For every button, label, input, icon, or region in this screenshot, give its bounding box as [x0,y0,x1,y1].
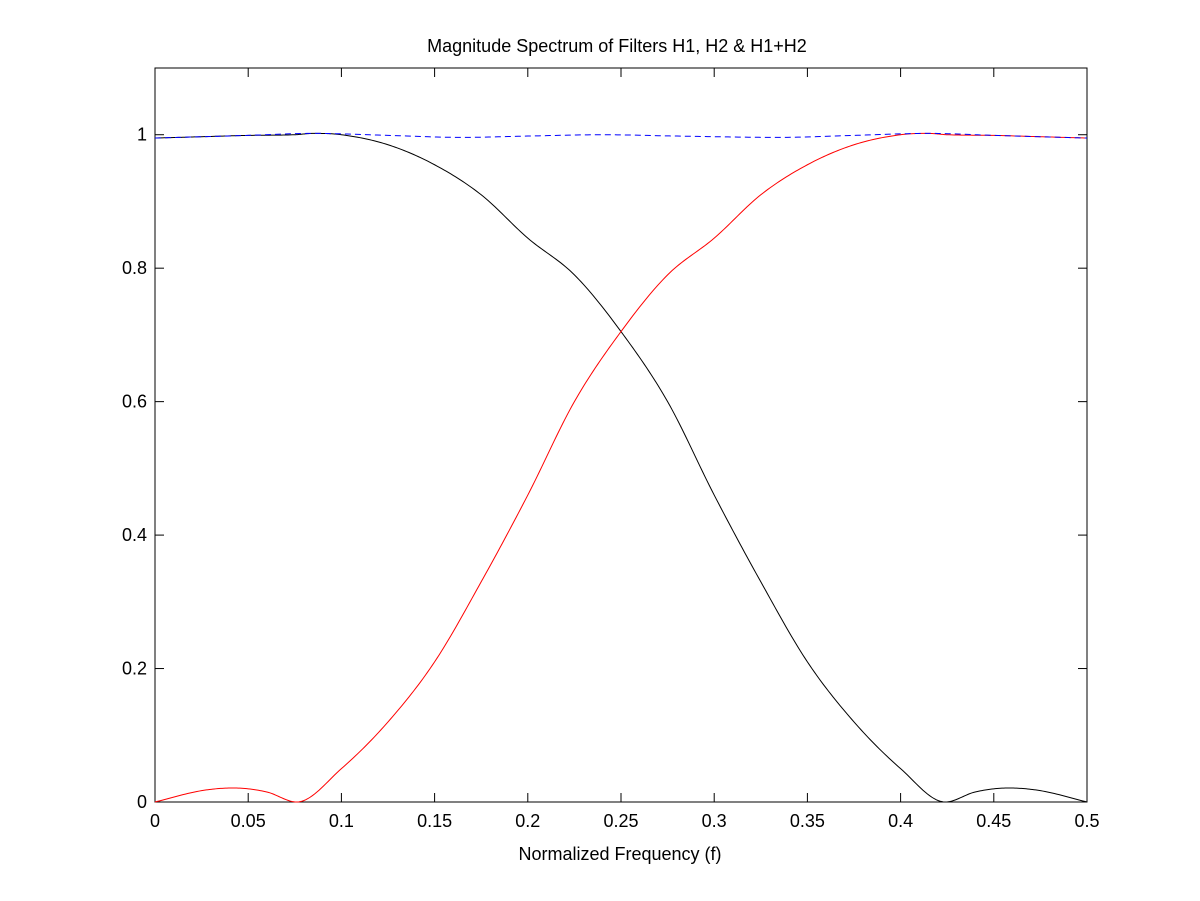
x-tick-label: 0.5 [1074,811,1099,831]
y-tick-label: 0 [137,792,147,812]
x-tick-label: 0.25 [603,811,638,831]
x-tick-label: 0.1 [329,811,354,831]
plot-area: 0 0.05 0.1 0.15 0.2 0.25 0.3 0.35 0.4 0.45 0.5 0 0.2… [122,67,1100,831]
x-tick-label: 0.3 [702,811,727,831]
x-tick-label: 0.2 [515,811,540,831]
x-tick-label: 0.45 [976,811,1011,831]
x-axis-label: Normalized Frequency (f) [518,844,721,864]
x-tick-label: 0.35 [790,811,825,831]
x-tick-label: 0.15 [417,811,452,831]
x-tick-label: 0 [150,811,160,831]
series-line-3 [154,132,1088,139]
x-tick-label: 0.05 [231,811,266,831]
y-tick-label: 0.4 [122,525,147,545]
y-tick-label: 1 [137,125,147,145]
y-tick-label: 0.2 [122,659,147,679]
x-tick-label: 0.4 [888,811,913,831]
y-tick-label: 0.6 [122,392,147,412]
chart-title: Magnitude Spectrum of Filters H1, H2 & H… [427,36,807,56]
y-tick-label: 0.8 [122,258,147,278]
